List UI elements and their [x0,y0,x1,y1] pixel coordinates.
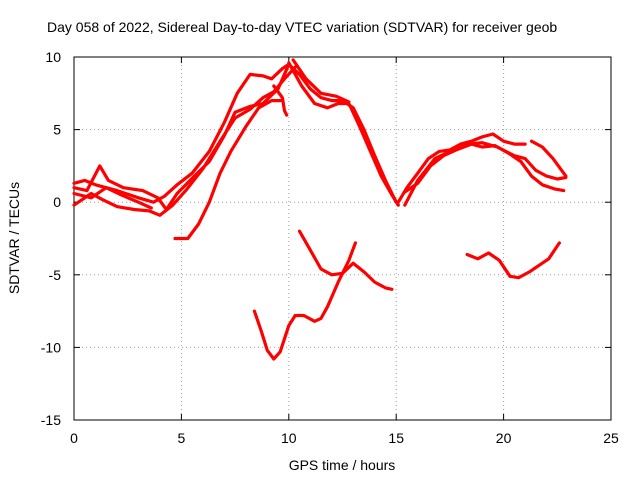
axis-ticks: 0 5 10 15 20 25 -15 -10 -5 0 5 10 [41,49,619,446]
y-tick-label: -5 [49,267,62,283]
series-line-track-4 [72,186,153,210]
y-tick-label: 10 [45,49,61,65]
series-line-track-14 [297,229,394,291]
series-line-track-15 [252,241,357,361]
series-line-track-3 [72,65,297,217]
series-line-track-11 [403,142,566,194]
y-axis-label: SDTVAR / TECUs [6,182,22,294]
series-line-track-12 [403,141,568,207]
x-tick-label: 5 [178,430,186,446]
series-line-track-13 [529,139,568,178]
x-tick-label: 25 [603,430,619,446]
chart-title: Day 058 of 2022, Sidereal Day-to-day VTE… [47,19,557,35]
x-tick-label: 15 [388,430,404,446]
series-line-track-8 [291,58,351,104]
x-tick-label: 20 [496,430,512,446]
series-group [72,58,568,361]
y-tick-label: -15 [41,412,61,428]
x-tick-label: 10 [281,430,297,446]
series-line-track-5 [173,99,282,241]
series-line-track-16 [465,241,561,280]
grid [74,57,611,420]
x-tick-label: 0 [70,430,78,446]
y-tick-label: 5 [53,122,61,138]
plot-frame [73,56,612,421]
series-line-track-9 [272,84,289,117]
series-line-track-6 [287,62,398,204]
x-axis-label: GPS time / hours [289,457,396,473]
y-tick-label: 0 [53,194,61,210]
series-line-track-10 [396,132,527,204]
y-tick-label: -10 [41,339,61,355]
